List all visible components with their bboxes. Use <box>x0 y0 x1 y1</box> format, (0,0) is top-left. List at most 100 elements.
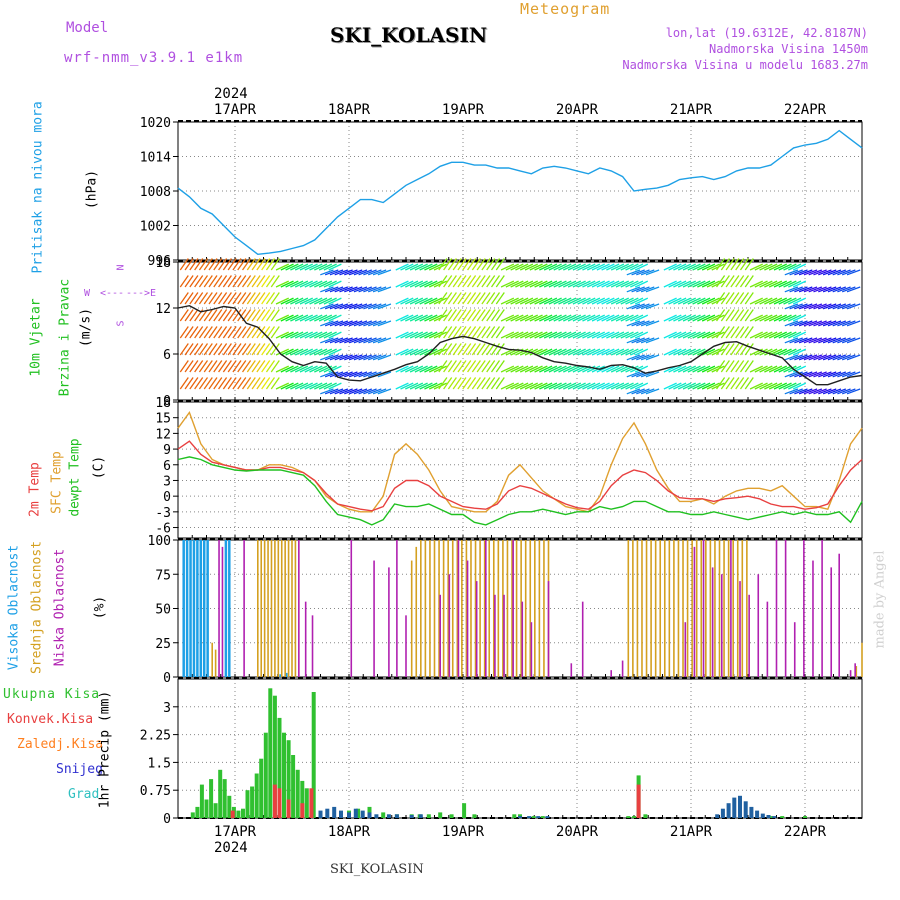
wind-barb <box>299 331 313 339</box>
wind-barb <box>808 371 823 378</box>
wind-barb <box>299 297 313 305</box>
wind-barb <box>716 326 726 339</box>
wind-barb <box>314 365 328 373</box>
wind-barb <box>510 365 524 373</box>
y-tick-label: 50 <box>155 603 171 618</box>
wind-barb <box>344 286 358 293</box>
wind-barb <box>701 365 716 373</box>
wind-barb <box>462 309 472 322</box>
wind-barb <box>832 269 847 276</box>
wind-barb <box>524 314 538 322</box>
wind-barb <box>438 377 448 390</box>
wind-barb <box>256 258 266 271</box>
wind-barb <box>725 360 735 373</box>
wind-barb <box>428 314 443 322</box>
wind-barb <box>692 263 706 271</box>
wind-barb <box>822 388 837 395</box>
wind-barb <box>285 348 299 356</box>
wind-barb <box>348 354 363 361</box>
wind-barb <box>543 382 558 390</box>
wind-barb <box>290 280 304 288</box>
wind-barb <box>558 331 572 339</box>
wind-barb <box>414 382 428 390</box>
wind-barb <box>179 343 189 356</box>
wind-barb <box>443 326 453 339</box>
meteogram-subtitle: Meteogram <box>520 0 611 18</box>
wind-barb <box>620 314 634 322</box>
wind-barb <box>275 365 289 373</box>
wind-barb <box>673 382 687 390</box>
wind-barb <box>447 343 457 356</box>
wind-barb <box>189 326 199 339</box>
snow-bar <box>374 814 379 818</box>
convective-precip-bar <box>300 803 305 818</box>
wind-barb <box>841 286 856 293</box>
wind-barb <box>582 382 596 390</box>
wind-barb <box>462 275 472 288</box>
wind-barb <box>377 354 392 361</box>
wind-barb <box>290 297 304 305</box>
pressure-line <box>177 129 863 256</box>
wind-barb <box>725 292 735 305</box>
convective-precip-bar <box>286 799 291 818</box>
wind-barb <box>275 280 289 288</box>
wind-barb <box>529 280 543 288</box>
wind-barb <box>716 343 726 356</box>
wind-barb <box>744 309 754 322</box>
wind-barb <box>682 263 696 271</box>
wind-barb <box>457 377 467 390</box>
wind-barb <box>582 331 596 339</box>
total-precip-bar <box>222 779 227 818</box>
snow-bar <box>418 814 423 818</box>
wind-barb <box>467 343 477 356</box>
wind-barb <box>414 280 428 288</box>
wind-barb <box>822 269 837 276</box>
wind-barb <box>304 314 318 322</box>
wind-barb <box>227 258 237 271</box>
wind-barb <box>515 263 529 271</box>
wind-barb <box>395 331 409 339</box>
wind-barb <box>524 382 538 390</box>
wind-barb <box>419 348 433 356</box>
wind-barb <box>788 263 802 271</box>
wind-barb <box>323 348 337 356</box>
wind-barb <box>241 377 252 390</box>
wind-barb <box>754 348 768 356</box>
wind-barb <box>486 275 496 288</box>
wind-barb <box>285 280 299 288</box>
wind-barb <box>179 275 189 288</box>
wind-barb <box>294 314 309 322</box>
wind-barb <box>222 275 232 288</box>
wind-barb <box>198 326 209 339</box>
wind-barb <box>640 354 655 361</box>
page-title: SKI_KOLASIN <box>330 23 488 47</box>
wind-barb <box>764 348 778 356</box>
wind-barb <box>813 320 827 327</box>
wind-barb <box>827 269 842 276</box>
wind-barb <box>428 263 443 271</box>
wind-barb <box>329 320 344 327</box>
wind-barb <box>577 280 591 288</box>
y-tick-label: 1014 <box>140 151 171 166</box>
wind-barb <box>687 263 701 271</box>
wind-barb <box>744 275 754 288</box>
wind-barb <box>677 314 692 322</box>
wind-barb <box>673 314 687 322</box>
wind-barb <box>490 258 501 271</box>
wind-barb <box>519 365 534 373</box>
wind-barb <box>572 280 586 288</box>
wind-barb <box>673 297 687 305</box>
total-precip-bar <box>632 816 636 818</box>
wind-barb <box>265 292 276 305</box>
snow-bar <box>743 801 748 818</box>
wind-barb <box>567 365 582 373</box>
total-precip-bar <box>768 816 773 818</box>
wind-barb <box>582 297 596 305</box>
wind-barb <box>419 365 433 373</box>
wind-barb <box>524 365 538 373</box>
wind-barb <box>626 269 641 276</box>
wind-barb <box>630 314 644 322</box>
panel-frame <box>177 401 863 539</box>
precip-conv-label: Konvek.Kisa <box>7 712 94 727</box>
wind-barb <box>318 263 333 271</box>
